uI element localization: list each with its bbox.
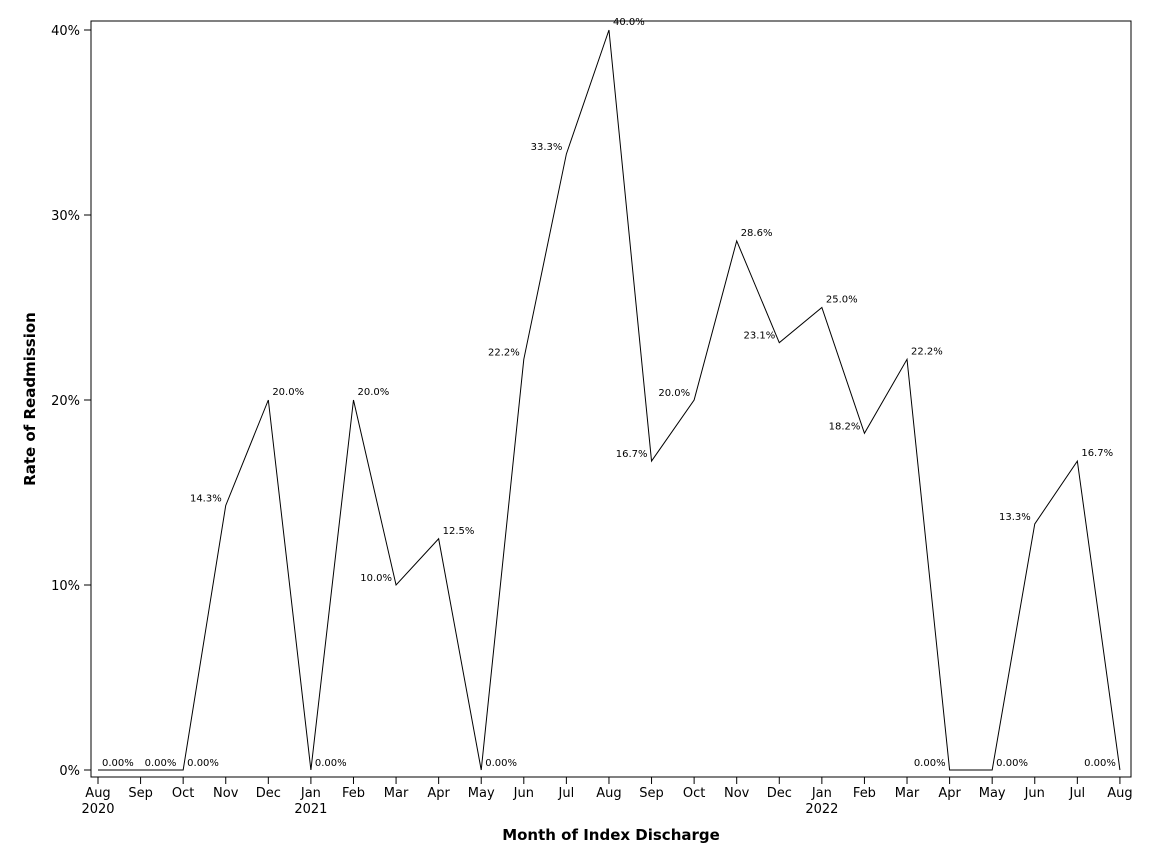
x-year-label: 2021 <box>294 802 327 817</box>
x-tick-label: Jun <box>1024 786 1045 801</box>
plot-frame <box>90 20 1132 778</box>
x-tick-label: Jan <box>811 786 832 801</box>
data-label: 12.5% <box>443 526 475 537</box>
data-label: 16.7% <box>1081 448 1113 459</box>
x-axis-title: Month of Index Discharge <box>502 826 720 844</box>
x-tick-label: Feb <box>342 786 365 801</box>
data-label: 0.00% <box>1084 758 1116 769</box>
x-tick-label: Aug <box>596 786 621 801</box>
y-tick-label: 30% <box>51 209 80 224</box>
x-tick-label: Nov <box>213 786 239 801</box>
x-tick-label: Oct <box>683 786 705 801</box>
data-label: 0.00% <box>914 758 946 769</box>
x-tick-label: Jun <box>513 786 534 801</box>
data-label: 22.2% <box>911 346 943 357</box>
y-tick-label: 0% <box>59 764 80 779</box>
data-label: 0.00% <box>102 758 134 769</box>
x-tick-label: Jul <box>558 786 575 801</box>
x-tick-label: Jan <box>300 786 321 801</box>
data-label: 0.00% <box>485 758 517 769</box>
x-tick-label: Jul <box>1068 786 1085 801</box>
data-label: 28.6% <box>741 228 773 239</box>
x-tick-label: May <box>468 786 495 801</box>
x-axis: Aug Sep Oct Nov Dec Jan Feb Mar Apr May Jun Jul Aug S… <box>81 777 1133 817</box>
x-tick-label: Oct <box>172 786 194 801</box>
data-label: 20.0% <box>357 387 389 398</box>
data-label: 40.0% <box>613 17 645 28</box>
y-tick-label: 20% <box>51 394 80 409</box>
y-axis-title: Rate of Readmission <box>21 312 39 486</box>
data-label: 14.3% <box>190 493 222 504</box>
data-label: 20.0% <box>272 387 304 398</box>
x-tick-label: Sep <box>128 786 153 801</box>
x-tick-label: Dec <box>256 786 281 801</box>
series-line <box>98 29 1121 771</box>
data-label: 0.00% <box>996 758 1028 769</box>
data-label: 18.2% <box>829 421 861 432</box>
data-label: 10.0% <box>360 573 392 584</box>
data-label: 25.0% <box>826 295 858 306</box>
x-tick-label: Aug <box>85 786 110 801</box>
data-label: 0.00% <box>145 758 177 769</box>
x-tick-label: Sep <box>639 786 664 801</box>
x-tick-label: Mar <box>895 786 920 801</box>
data-label: 16.7% <box>616 449 648 460</box>
data-labels: 0.00% 0.00% 0.00% 14.3% 20.0% 0.00% 20.0% 10.0%… <box>102 17 1116 769</box>
data-label: 0.00% <box>315 758 347 769</box>
x-tick-label: Apr <box>427 786 450 801</box>
x-tick-label: Mar <box>384 786 409 801</box>
y-axis: 0% 10% 20% 30% 40% <box>51 24 91 779</box>
x-tick-label: Nov <box>724 786 750 801</box>
data-label: 33.3% <box>531 142 563 153</box>
y-tick-label: 40% <box>51 24 80 39</box>
x-year-label: 2020 <box>81 802 114 817</box>
data-label: 0.00% <box>187 758 219 769</box>
data-label: 20.0% <box>658 388 690 399</box>
data-label: 22.2% <box>488 347 520 358</box>
x-year-label: 2022 <box>805 802 838 817</box>
x-tick-label: Feb <box>853 786 876 801</box>
x-tick-label: May <box>979 786 1006 801</box>
x-tick-label: Apr <box>938 786 961 801</box>
data-label: 13.3% <box>999 512 1031 523</box>
data-label: 23.1% <box>743 331 775 342</box>
x-tick-label: Aug <box>1107 786 1132 801</box>
x-tick-label: Dec <box>767 786 792 801</box>
y-tick-label: 10% <box>51 579 80 594</box>
